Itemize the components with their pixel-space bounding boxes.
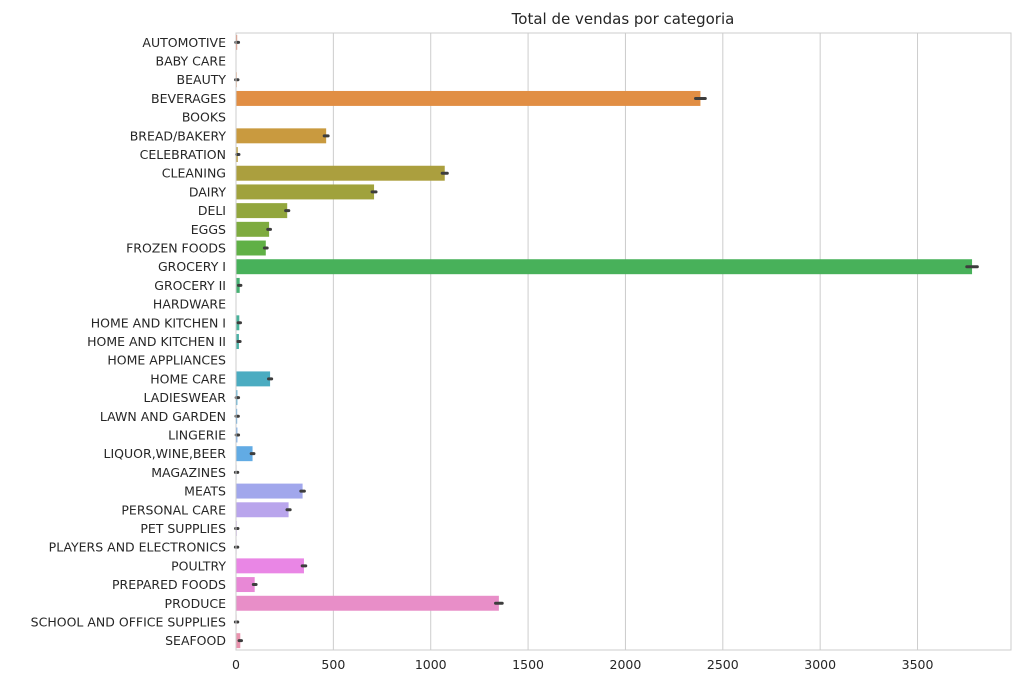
y-tick-label: PLAYERS AND ELECTRONICS	[49, 540, 226, 555]
bar	[236, 184, 375, 200]
y-tick-label: PREPARED FOODS	[112, 577, 226, 592]
y-tick-label: HOME AND KITCHEN I	[91, 315, 226, 330]
error-bars	[233, 40, 979, 643]
bar	[236, 558, 304, 574]
grid-lines	[332, 33, 919, 650]
y-tick-label: HARDWARE	[153, 297, 226, 312]
y-tick-label: GROCERY II	[154, 278, 226, 293]
y-tick-labels: AUTOMOTIVE BABY CARE BEAUTY BEVERAGES BOOKS B…	[31, 35, 227, 648]
x-tick-label: 3000	[804, 657, 836, 672]
y-tick-label: PET SUPPLIES	[140, 521, 226, 536]
y-tick-label: BOOKS	[182, 110, 226, 125]
x-tick-label: 3500	[902, 657, 934, 672]
x-tick-label: 2500	[707, 657, 739, 672]
y-tick-label: DAIRY	[189, 184, 227, 199]
y-tick-label: FROZEN FOODS	[126, 241, 226, 256]
x-tick-label: 1000	[415, 657, 447, 672]
y-tick-label: MEATS	[184, 484, 226, 499]
x-tick-label: 1500	[512, 657, 544, 672]
plot-frame	[235, 32, 1012, 651]
y-tick-label: DELI	[198, 203, 226, 218]
x-tick-label: 0	[232, 657, 240, 672]
y-tick-label: LIQUOR,WINE,BEER	[104, 446, 227, 461]
y-tick-label: GROCERY I	[158, 259, 226, 274]
bar	[236, 240, 266, 256]
bar	[236, 483, 303, 499]
y-tick-label: CLEANING	[162, 166, 226, 181]
y-tick-label: EGGS	[191, 222, 226, 237]
bar	[236, 221, 270, 237]
y-tick-label: LAWN AND GARDEN	[100, 409, 226, 424]
y-tick-label: HOME AND KITCHEN II	[87, 334, 226, 349]
bar	[236, 577, 255, 593]
y-tick-label: LADIESWEAR	[144, 390, 227, 405]
bar	[236, 502, 289, 518]
y-tick-label: BEVERAGES	[151, 91, 226, 106]
bars	[236, 34, 973, 649]
x-tick-labels: 0 500 1000 1500 2000 2500 3000 3500	[232, 657, 933, 672]
bar	[236, 128, 327, 144]
y-tick-label: PERSONAL CARE	[121, 502, 226, 517]
x-tick-label: 2000	[610, 657, 642, 672]
bar	[236, 165, 445, 181]
y-tick-label: CELEBRATION	[140, 147, 226, 162]
y-tick-label: BREAD/BAKERY	[130, 128, 227, 143]
y-tick-label: BABY CARE	[156, 54, 227, 69]
y-tick-label: HOME APPLIANCES	[107, 353, 226, 368]
x-tick-label: 500	[321, 657, 345, 672]
y-tick-label: SCHOOL AND OFFICE SUPPLIES	[31, 614, 226, 629]
y-tick-label: AUTOMOTIVE	[142, 35, 226, 50]
bar	[236, 595, 499, 611]
y-tick-label: MAGAZINES	[151, 465, 226, 480]
bar	[236, 259, 973, 275]
y-tick-label: HOME CARE	[150, 371, 226, 386]
chart-title: Total de vendas por categoria	[511, 10, 735, 28]
bar	[236, 446, 253, 462]
y-tick-label: PRODUCE	[165, 596, 227, 611]
y-tick-label: POULTRY	[171, 558, 226, 573]
y-tick-label: BEAUTY	[177, 72, 227, 87]
y-tick-label: LINGERIE	[168, 427, 226, 442]
y-tick-label: SEAFOOD	[165, 633, 226, 648]
bar	[236, 90, 701, 106]
bar	[236, 203, 288, 219]
bar	[236, 371, 271, 387]
